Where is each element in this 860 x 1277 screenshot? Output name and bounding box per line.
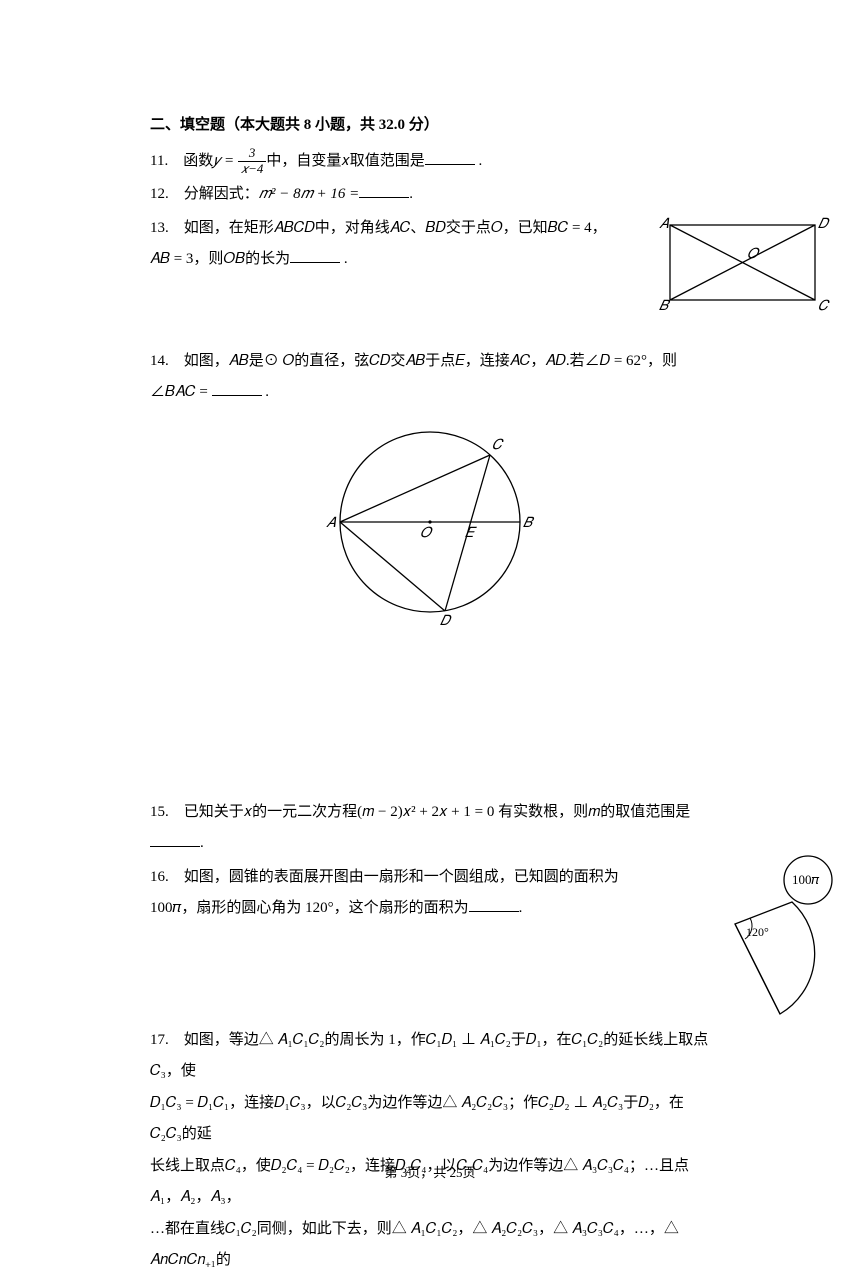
qnum: 14.	[150, 353, 169, 369]
question-11: 11. 函数𝑦 = 3𝑥−4中，自变量𝑥取值范围是 .	[150, 146, 710, 178]
svg-text:100𝜋: 100𝜋	[792, 872, 820, 887]
denominator: 𝑥−4	[238, 162, 267, 176]
dot: .	[409, 186, 413, 202]
numerator: 3	[238, 146, 267, 161]
text: 𝐷₁𝐶₃ = 𝐷₁𝐶₁，连接𝐷₁𝐶₃，以𝐶₂𝐶₃为边作等边△ 𝐴₂𝐶₂𝐶₃；作𝐶…	[150, 1095, 684, 1143]
circle-figure: 𝐴 𝐵 𝐶 𝐷 𝑂 𝐸	[320, 417, 540, 627]
text: 100𝜋，扇形的圆心角为 120°，这个扇形的面积为	[150, 900, 469, 916]
qnum: 17.	[150, 1032, 169, 1048]
text: …都在直线𝐶₁𝐶₂同侧，如此下去，则△ 𝐴₁𝐶₁𝐶₂，△ 𝐴₂𝐶₂𝐶₃，△ 𝐴₃…	[150, 1221, 679, 1269]
text: 函数	[183, 153, 213, 169]
svg-text:𝐶: 𝐶	[492, 438, 505, 453]
svg-text:𝐵: 𝐵	[659, 299, 671, 314]
qnum: 15.	[150, 804, 169, 820]
svg-text:𝐶: 𝐶	[818, 299, 830, 314]
svg-text:𝐷: 𝐷	[440, 614, 452, 627]
qnum: 13.	[150, 220, 169, 236]
text: 如图，圆锥的表面展开图由一扇形和一个圆组成，已知圆的面积为	[184, 869, 619, 885]
blank	[425, 150, 475, 165]
text: 𝐴𝐵 = 3，则𝑂𝐵的长为	[150, 251, 290, 267]
text: 分解因式：	[184, 186, 259, 202]
svg-text:𝐴: 𝐴	[659, 217, 670, 232]
blank	[150, 832, 200, 847]
svg-text:120°: 120°	[746, 925, 769, 939]
svg-text:𝐷: 𝐷	[818, 217, 830, 232]
cone-figure: 100𝜋 120°	[680, 854, 840, 1029]
blank	[212, 381, 262, 396]
blank	[359, 183, 409, 198]
question-17: 17. 如图，等边△ 𝐴₁𝐶₁𝐶₂的周长为 1，作𝐶₁𝐷₁ ⊥ 𝐴₁𝐶₂于𝐷₁，…	[150, 1025, 710, 1277]
question-14: 14. 如图，𝐴𝐵是⊙ 𝑂的直径，弦𝐶𝐷交𝐴𝐵于点𝐸，连接𝐴𝐶，𝐴𝐷.若∠𝐷 =…	[150, 346, 710, 627]
page-footer: 第 3页，共 25页	[0, 1159, 860, 1186]
question-16: 16. 如图，圆锥的表面展开图由一扇形和一个圆组成，已知圆的面积为 100𝜋，扇…	[150, 862, 710, 925]
text: 如图，等边△ 𝐴₁𝐶₁𝐶₂的周长为 1，作𝐶₁𝐷₁ ⊥ 𝐴₁𝐶₂于𝐷₁，在𝐶₁𝐶…	[150, 1032, 708, 1080]
blank	[290, 248, 340, 263]
question-15: 15. 已知关于𝑥的一元二次方程(𝑚 − 2)𝑥² + 2𝑥 + 1 = 0 有…	[150, 797, 710, 860]
blank	[469, 897, 519, 912]
expr: 𝑚² − 8𝑚 + 16 =	[259, 186, 359, 202]
svg-text:𝐴: 𝐴	[326, 516, 337, 531]
fraction: 3𝑥−4	[238, 146, 267, 176]
dot: .	[340, 251, 348, 267]
expr: 𝑦 =	[213, 153, 238, 169]
question-13: 13. 如图，在矩形𝐴𝐵𝐶𝐷中，对角线𝐴𝐶、𝐵𝐷交于点𝑂，已知𝐵𝐶 = 4， 𝐴…	[150, 213, 710, 276]
svg-text:𝐸: 𝐸	[465, 526, 477, 541]
question-12: 12. 分解因式：𝑚² − 8𝑚 + 16 =.	[150, 179, 710, 211]
rectangle-figure: 𝐴 𝐷 𝐵 𝐶 𝑂	[655, 213, 830, 318]
text: 中，自变量𝑥取值范围是	[266, 153, 424, 169]
qnum: 11.	[150, 153, 168, 169]
svg-text:𝐵: 𝐵	[523, 516, 535, 531]
dot: .	[475, 153, 483, 169]
dot: .	[519, 900, 523, 916]
section-title: 二、填空题（本大题共 8 小题，共 32.0 分）	[150, 110, 710, 142]
svg-text:𝑂: 𝑂	[420, 526, 433, 541]
qnum: 12.	[150, 186, 169, 202]
dot: .	[262, 384, 270, 400]
text: 已知关于𝑥的一元二次方程(𝑚 − 2)𝑥² + 2𝑥 + 1 = 0 有实数根，…	[184, 804, 691, 820]
text: 如图，在矩形𝐴𝐵𝐶𝐷中，对角线𝐴𝐶、𝐵𝐷交于点𝑂，已知𝐵𝐶 = 4，	[184, 220, 607, 236]
dot: .	[200, 835, 204, 851]
qnum: 16.	[150, 869, 169, 885]
